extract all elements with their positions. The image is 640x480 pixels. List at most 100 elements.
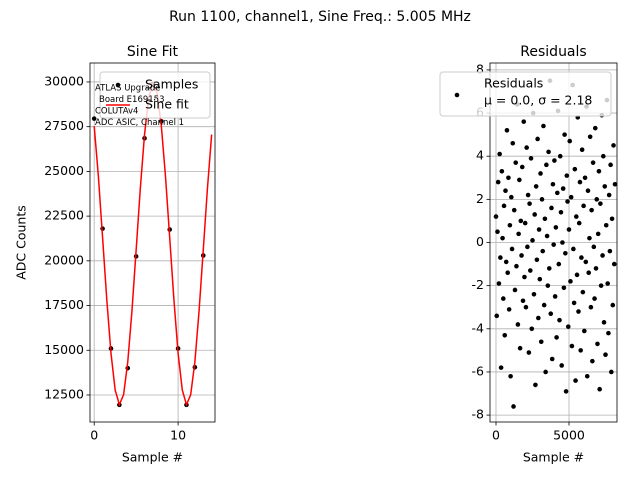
point xyxy=(546,266,552,271)
point xyxy=(545,283,551,288)
point xyxy=(509,194,514,200)
legend-marker xyxy=(115,82,121,88)
point xyxy=(540,248,546,254)
point xyxy=(579,147,585,153)
point xyxy=(603,352,608,357)
point xyxy=(557,317,562,323)
point xyxy=(503,259,509,265)
legend-label: Samples xyxy=(145,77,198,92)
point xyxy=(522,220,528,226)
point xyxy=(549,205,554,211)
point xyxy=(548,311,554,316)
point xyxy=(559,363,564,368)
point xyxy=(603,222,609,228)
point xyxy=(495,229,500,235)
point xyxy=(591,244,597,250)
point xyxy=(513,160,519,165)
point xyxy=(534,257,540,263)
y-tick-label: 4 xyxy=(476,148,484,163)
point xyxy=(595,341,600,347)
point xyxy=(503,188,508,194)
point xyxy=(605,281,610,286)
y-tick-label: 2 xyxy=(476,191,484,206)
point xyxy=(592,125,598,131)
point xyxy=(511,404,516,409)
point xyxy=(496,281,502,286)
point xyxy=(550,181,556,187)
point xyxy=(538,171,543,176)
x-axis-label: Sample # xyxy=(122,450,183,465)
point xyxy=(494,313,500,319)
point xyxy=(581,203,586,209)
y-tick-label: 30000 xyxy=(44,73,84,88)
point xyxy=(576,309,581,314)
point xyxy=(601,153,606,159)
point xyxy=(535,136,540,142)
point xyxy=(598,283,604,288)
point xyxy=(589,207,594,213)
point xyxy=(597,386,602,392)
point xyxy=(611,143,616,148)
point xyxy=(556,261,562,267)
plot-area xyxy=(493,78,617,409)
point xyxy=(533,184,539,189)
point xyxy=(528,268,533,273)
point xyxy=(553,225,559,230)
point xyxy=(552,294,558,299)
point xyxy=(512,287,518,293)
point xyxy=(577,179,583,185)
point xyxy=(584,373,590,379)
point xyxy=(508,373,513,379)
point xyxy=(528,156,534,161)
point xyxy=(582,328,587,334)
point xyxy=(580,289,586,295)
point xyxy=(602,184,608,189)
point xyxy=(593,266,599,271)
x-tick-label: 0 xyxy=(90,428,98,443)
point xyxy=(510,140,516,146)
annotation: ADC ASIC, Channel 1 xyxy=(95,118,184,128)
point xyxy=(519,253,524,258)
point xyxy=(576,220,582,226)
legend-label: Residuals xyxy=(484,76,543,91)
point xyxy=(549,356,555,362)
point xyxy=(598,201,603,206)
point xyxy=(525,192,531,198)
point xyxy=(520,298,526,304)
point xyxy=(536,315,541,321)
point xyxy=(595,231,601,237)
point xyxy=(568,194,574,200)
y-tick-label: -8 xyxy=(472,407,485,422)
legend-box xyxy=(439,71,612,117)
point xyxy=(502,332,508,338)
y-tick-label: 25000 xyxy=(44,163,84,178)
point xyxy=(539,197,545,202)
point xyxy=(536,227,542,232)
point xyxy=(527,201,532,206)
y-axis-label: ADC Counts xyxy=(14,205,29,280)
y-tick-label: 17500 xyxy=(44,297,84,312)
point xyxy=(573,378,578,383)
point xyxy=(532,212,537,217)
point xyxy=(587,134,593,140)
point xyxy=(552,158,557,163)
point xyxy=(544,162,549,168)
point xyxy=(501,203,507,209)
point xyxy=(541,123,546,129)
point xyxy=(585,188,591,194)
point xyxy=(531,291,537,297)
point xyxy=(564,173,570,178)
y-tick-label: 20000 xyxy=(44,252,84,267)
legend-marker xyxy=(454,92,460,98)
point xyxy=(558,209,564,215)
point xyxy=(562,132,567,137)
point xyxy=(524,145,529,150)
point xyxy=(582,175,588,181)
point xyxy=(572,166,578,172)
point xyxy=(515,322,521,327)
x-tick-label: 5000 xyxy=(553,428,585,443)
point xyxy=(612,181,617,187)
point xyxy=(522,274,527,280)
point xyxy=(590,160,596,165)
